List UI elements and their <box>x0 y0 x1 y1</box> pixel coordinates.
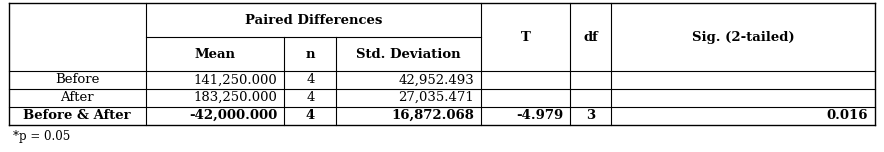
Text: 27,035.471: 27,035.471 <box>399 91 474 104</box>
Text: Sig. (2-tailed): Sig. (2-tailed) <box>692 31 795 44</box>
Text: -42,000.000: -42,000.000 <box>189 109 278 122</box>
Text: 42,952.493: 42,952.493 <box>399 73 474 86</box>
Text: df: df <box>583 31 598 44</box>
Text: n: n <box>306 48 315 61</box>
Text: 141,250.000: 141,250.000 <box>194 73 278 86</box>
Text: 183,250.000: 183,250.000 <box>194 91 278 104</box>
Text: 4: 4 <box>306 91 315 104</box>
Text: Paired Differences: Paired Differences <box>245 14 382 27</box>
Text: After: After <box>60 91 94 104</box>
Text: Before & After: Before & After <box>24 109 131 122</box>
Text: T: T <box>521 31 530 44</box>
Text: -4.979: -4.979 <box>516 109 563 122</box>
Text: Before: Before <box>55 73 100 86</box>
Text: *p = 0.05: *p = 0.05 <box>13 130 71 143</box>
Text: Mean: Mean <box>194 48 235 61</box>
Text: 3: 3 <box>586 109 595 122</box>
Text: Std. Deviation: Std. Deviation <box>356 48 461 61</box>
Text: 16,872.068: 16,872.068 <box>392 109 474 122</box>
Text: 4: 4 <box>306 109 315 122</box>
Text: 4: 4 <box>306 73 315 86</box>
Text: 0.016: 0.016 <box>827 109 868 122</box>
